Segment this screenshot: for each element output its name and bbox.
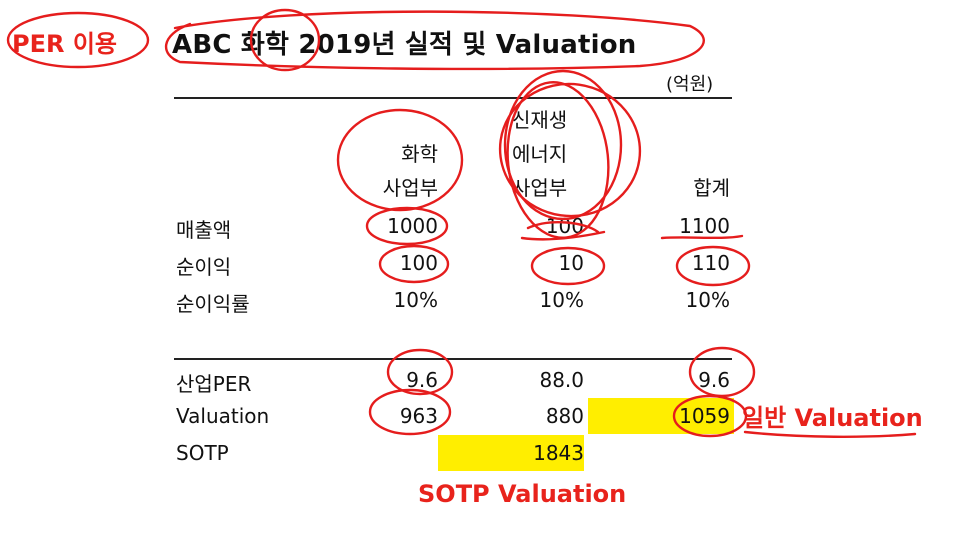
cell-per-chem: 9.6 xyxy=(406,368,438,392)
row-label-net-income: 순이익 xyxy=(176,255,232,279)
table-top-rule xyxy=(174,97,732,99)
row-label-valuation: Valuation xyxy=(176,404,270,428)
cell-valuation-total: 1059 xyxy=(679,404,730,428)
header-chem-line1: 화학 xyxy=(401,142,438,166)
annotation-sotp-valuation: SOTP Valuation xyxy=(418,480,627,508)
cell-per-renew: 88.0 xyxy=(539,368,584,392)
sotp-highlight xyxy=(438,435,584,471)
header-renew-line3: 사업부 xyxy=(512,176,568,200)
row-label-industry-per: 산업PER xyxy=(176,372,252,396)
unit-label: (억원) xyxy=(666,74,714,95)
cell-net-margin-total: 10% xyxy=(685,288,730,312)
annotation-normal-valuation: 일반 Valuation xyxy=(742,404,923,432)
cell-revenue-chem: 1000 xyxy=(387,214,438,238)
cell-valuation-chem: 963 xyxy=(399,404,438,428)
header-total: 합계 xyxy=(693,176,730,200)
header-chem-line2: 사업부 xyxy=(382,176,438,200)
cell-sotp-renew: 1843 xyxy=(533,441,584,465)
cell-valuation-renew: 880 xyxy=(545,404,584,428)
cell-net-margin-renew: 10% xyxy=(539,288,584,312)
row-label-revenue: 매출액 xyxy=(176,218,232,242)
header-chem: 화학 사업부 xyxy=(358,137,438,205)
cell-per-total: 9.6 xyxy=(698,368,730,392)
page-title: ABC 화학 2019년 실적 및 Valuation xyxy=(172,30,637,60)
header-renew: 신재생 에너지 사업부 xyxy=(504,103,592,205)
cell-net-income-chem: 100 xyxy=(399,251,438,275)
cell-net-income-total: 110 xyxy=(691,251,730,275)
header-renew-line2: 에너지 xyxy=(512,142,568,166)
cell-revenue-total: 1100 xyxy=(679,214,730,238)
valuation-rule xyxy=(174,358,732,360)
cell-net-income-renew: 10 xyxy=(558,251,584,275)
annotation-per-method: PER 이용 xyxy=(12,30,117,58)
header-renew-line1: 신재생 xyxy=(512,108,568,132)
row-label-net-margin: 순이익률 xyxy=(176,292,250,316)
cell-revenue-renew: 100 xyxy=(545,214,584,238)
cell-net-margin-chem: 10% xyxy=(393,288,438,312)
row-label-sotp: SOTP xyxy=(176,441,229,465)
